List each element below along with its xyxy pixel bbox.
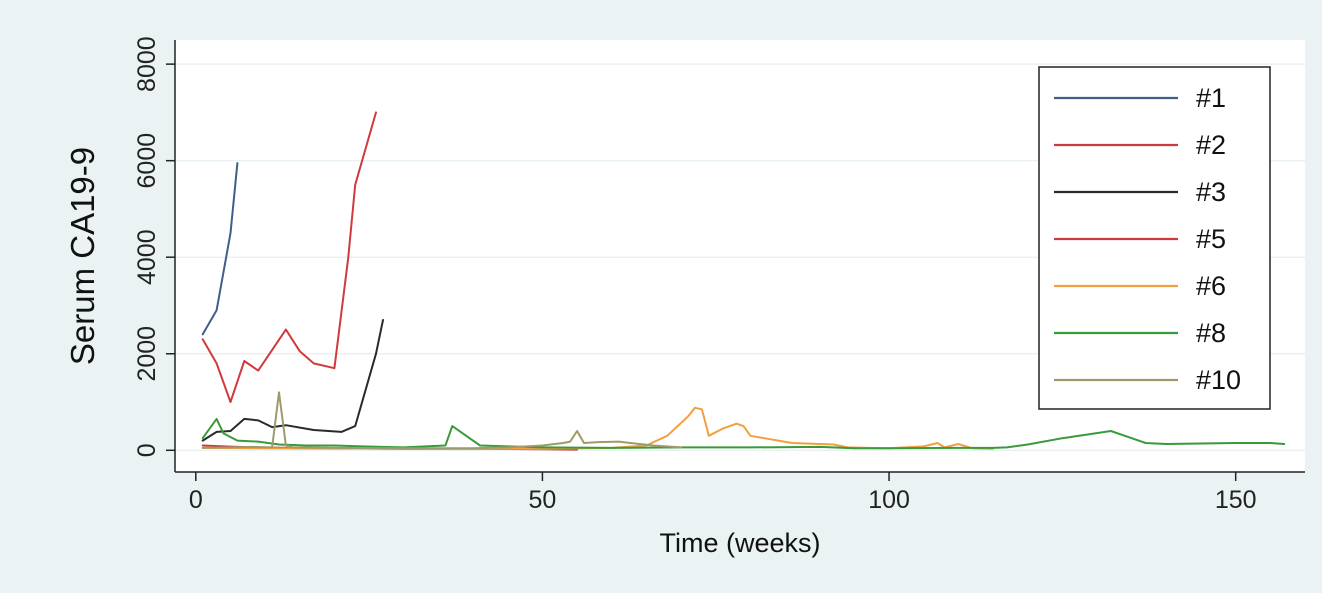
- x-tick-label: 100: [868, 486, 910, 514]
- y-tick-label: 2000: [133, 326, 161, 382]
- y-tick-label: 4000: [133, 229, 161, 285]
- legend-label: #8: [1196, 318, 1226, 348]
- legend: #1 #2 #3 #5 #6 #8 #10: [1038, 66, 1271, 410]
- series-lines: [201, 111, 1286, 451]
- x-ticks: 0 50 100 150: [189, 472, 1257, 514]
- x-axis-title: Time (weeks): [659, 528, 820, 558]
- y-tick-label: 6000: [133, 133, 161, 189]
- y-tick-label: 0: [133, 443, 161, 457]
- x-tick-label: 0: [189, 486, 203, 514]
- series-line-p3: [201, 319, 384, 442]
- axes: [174, 40, 1305, 473]
- legend-label: #1: [1196, 83, 1226, 113]
- legend-label: #3: [1196, 177, 1226, 207]
- x-tick-label: 150: [1215, 486, 1257, 514]
- legend-label: #5: [1196, 224, 1226, 254]
- legend-label: #10: [1196, 365, 1241, 395]
- y-tick-label: 8000: [133, 36, 161, 92]
- y-axis-title: Serum CA19-9: [64, 147, 101, 365]
- series-line-p2: [201, 111, 377, 403]
- series-line-p10: [201, 391, 683, 450]
- legend-label: #6: [1196, 271, 1226, 301]
- series-line-p6: [201, 406, 994, 450]
- x-tick-label: 50: [529, 486, 557, 514]
- legend-label: #2: [1196, 130, 1226, 160]
- y-ticks: 0 2000 4000 6000 8000: [133, 36, 175, 457]
- series-line-p1: [201, 162, 239, 336]
